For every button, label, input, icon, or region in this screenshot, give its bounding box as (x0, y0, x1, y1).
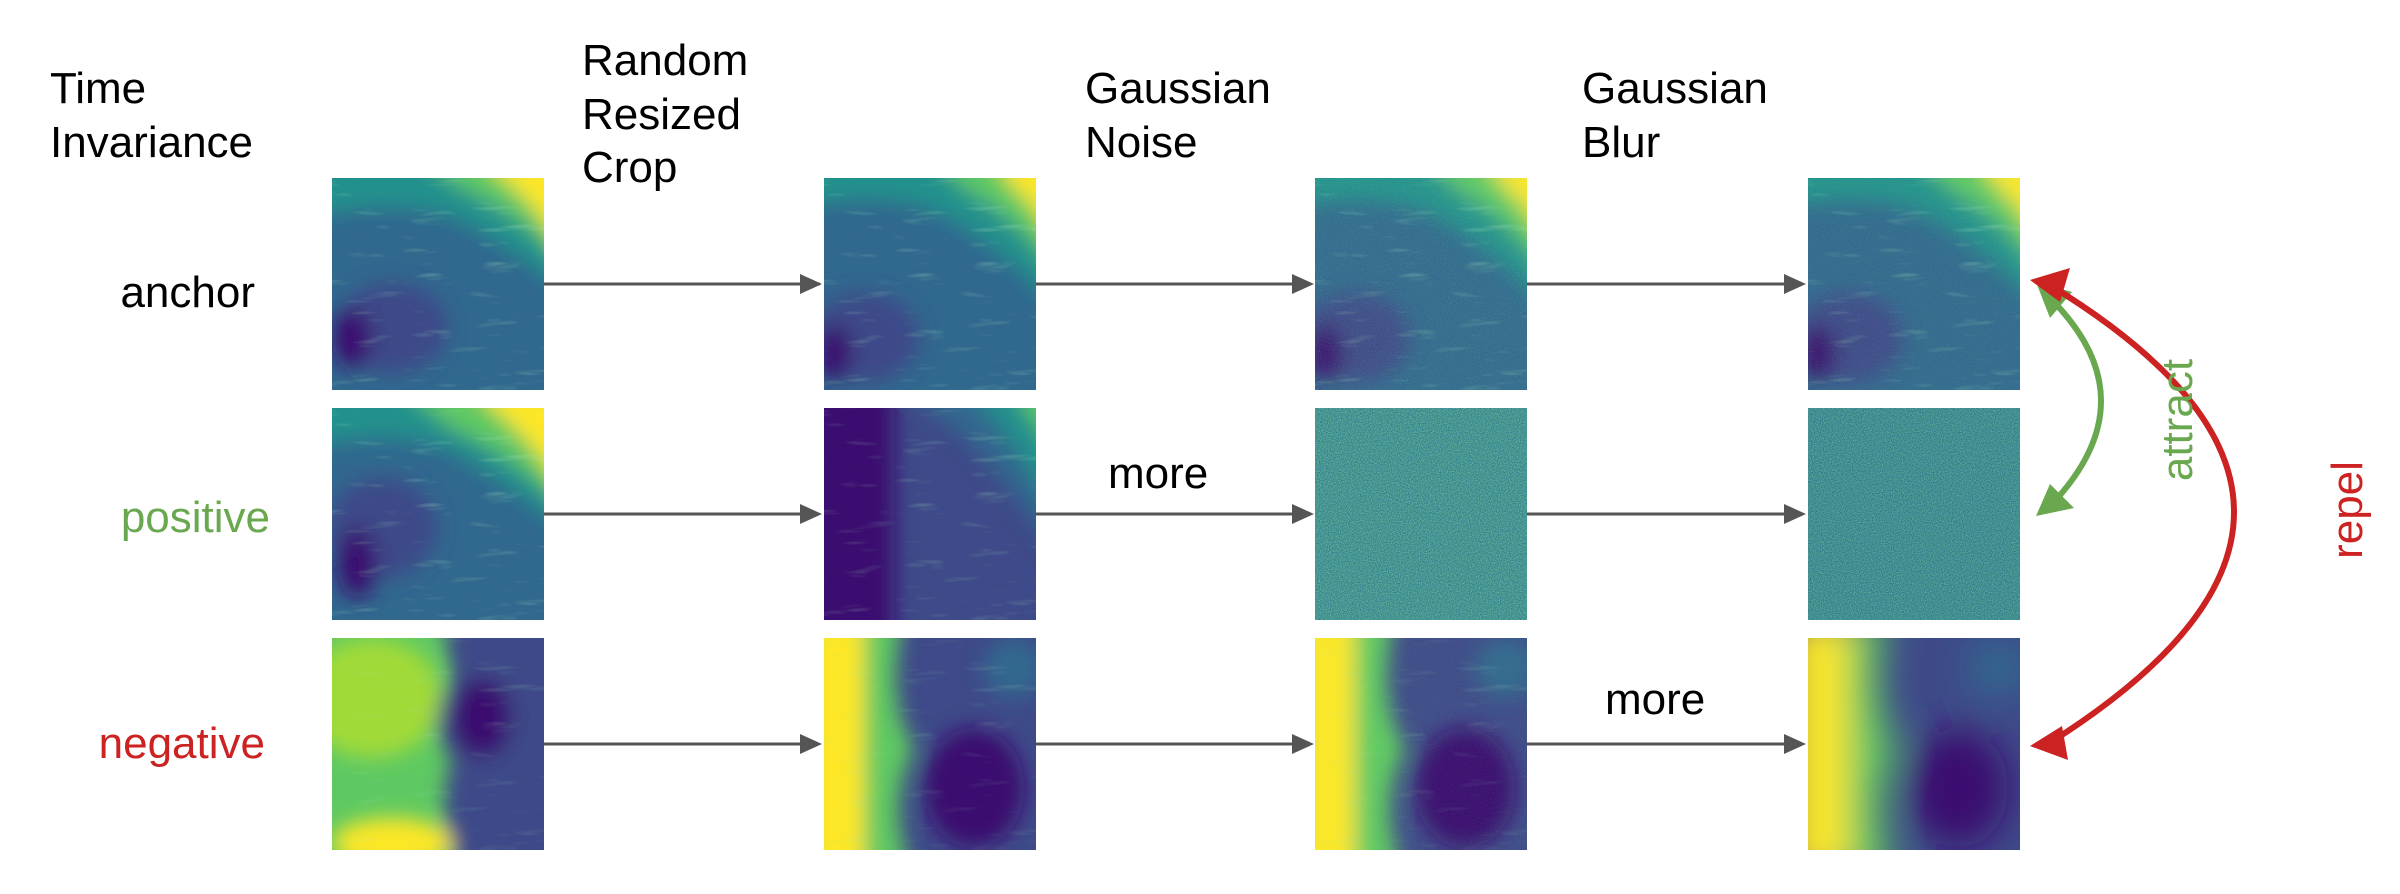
repel-head-bottom (2030, 726, 2068, 760)
repel-head-top (2030, 268, 2070, 302)
image-positive-blur (1808, 408, 2020, 620)
step-label-random-resized-crop: Random Resized Crop (582, 36, 749, 193)
note-more-noise: more (1108, 449, 1209, 498)
image-negative-original (332, 638, 544, 850)
arrow-anchor-crop-head (800, 274, 822, 294)
image-negative-crop (824, 638, 1036, 850)
note-more-blur: more (1605, 675, 1706, 724)
image-anchor-original (332, 178, 544, 390)
step-label-gaussian-noise: Gaussian Noise (1085, 64, 1271, 167)
arrow-negative-blur-head (1784, 734, 1806, 754)
row-label-negative: negative (98, 719, 265, 768)
image-anchor-blur (1808, 178, 2020, 390)
image-anchor-noise (1315, 178, 1527, 390)
attract-head-bottom (2036, 484, 2074, 516)
attract-head-top (2036, 282, 2072, 318)
row-label-positive: positive (120, 493, 270, 542)
repel-curve (2046, 281, 2237, 747)
repel-label: repel (2323, 461, 2372, 559)
title-label: Time Invariance (50, 64, 254, 167)
image-negative-blur (1808, 638, 2020, 850)
arrow-positive-noise-head (1292, 504, 1314, 524)
arrow-positive-blur-head (1784, 504, 1806, 524)
arrow-anchor-noise-head (1292, 274, 1314, 294)
image-positive-original (332, 408, 544, 620)
image-anchor-crop (824, 178, 1036, 390)
image-positive-noise (1315, 408, 1527, 620)
arrow-positive-crop-head (800, 504, 822, 524)
arrow-anchor-blur-head (1784, 274, 1806, 294)
row-label-anchor: anchor (120, 268, 255, 317)
arrow-negative-noise-head (1292, 734, 1314, 754)
arrow-negative-crop-head (800, 734, 822, 754)
step-label-gaussian-blur: Gaussian Blur (1582, 64, 1768, 167)
attract-label: attract (2153, 359, 2202, 481)
image-negative-noise (1315, 638, 1527, 850)
image-positive-crop (824, 408, 1036, 620)
attract-curve (2049, 297, 2104, 507)
